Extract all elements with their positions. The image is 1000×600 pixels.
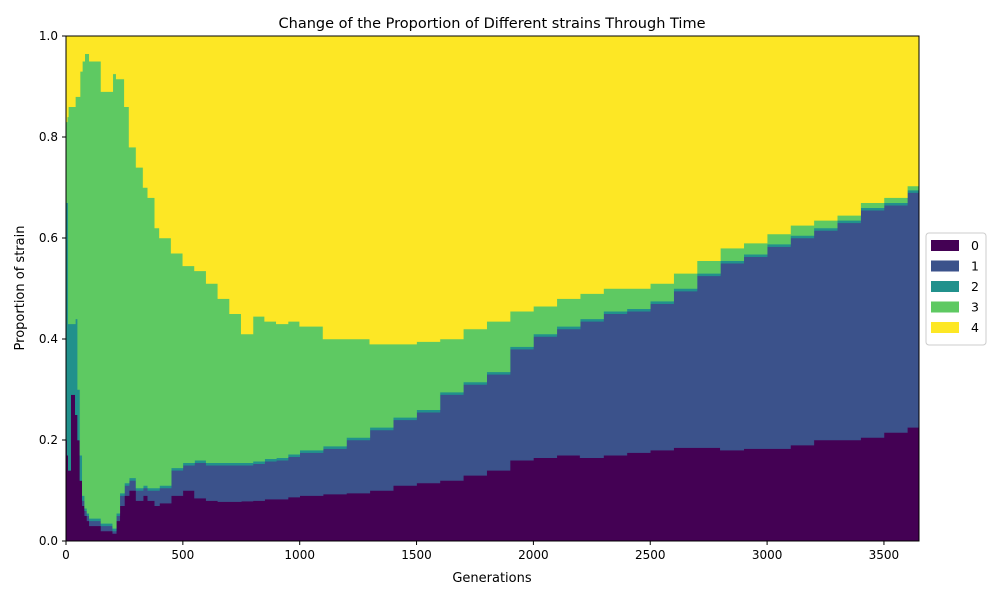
- legend-swatch-4: [931, 322, 959, 333]
- y-tick-label: 0.8: [39, 130, 58, 144]
- y-tick-label: 0.6: [39, 231, 58, 245]
- chart-title: Change of the Proportion of Different st…: [279, 16, 706, 32]
- x-axis-label: Generations: [452, 571, 532, 586]
- y-tick-label: 0.0: [39, 534, 58, 548]
- legend-swatch-1: [931, 260, 959, 272]
- x-tick-label: 2000: [518, 548, 549, 562]
- x-tick-label: 500: [171, 548, 194, 562]
- legend-swatch-2: [931, 281, 959, 292]
- x-tick-label: 1000: [284, 548, 315, 562]
- area-layers: [65, 35, 920, 542]
- legend-swatch-3: [931, 301, 959, 313]
- y-axis-label: Proportion of strain: [13, 226, 28, 351]
- x-tick-label: 3000: [752, 548, 783, 562]
- legend-label-3: 3: [971, 300, 979, 315]
- x-tick-label: 0: [62, 548, 70, 562]
- plot-frame: [65, 35, 920, 542]
- legend: 0 1 2 3 4: [925, 232, 987, 346]
- y-tick-label: 0.4: [39, 332, 58, 346]
- y-axis-ticks: 0.0 0.2 0.4 0.6 0.8 1.0: [39, 29, 66, 548]
- x-tick-label: 3500: [869, 548, 900, 562]
- x-tick-label: 2500: [635, 548, 666, 562]
- x-tick-label: 1500: [401, 548, 432, 562]
- legend-label-1: 1: [971, 259, 979, 274]
- legend-label-0: 0: [971, 238, 979, 253]
- y-tick-label: 1.0: [39, 29, 58, 43]
- legend-swatch-0: [931, 240, 959, 251]
- legend-label-2: 2: [971, 279, 979, 294]
- y-tick-label: 0.2: [39, 433, 58, 447]
- x-axis-ticks: 0 500 1000 1500 2000 2500 3000 3500: [62, 541, 899, 562]
- legend-label-4: 4: [971, 320, 979, 335]
